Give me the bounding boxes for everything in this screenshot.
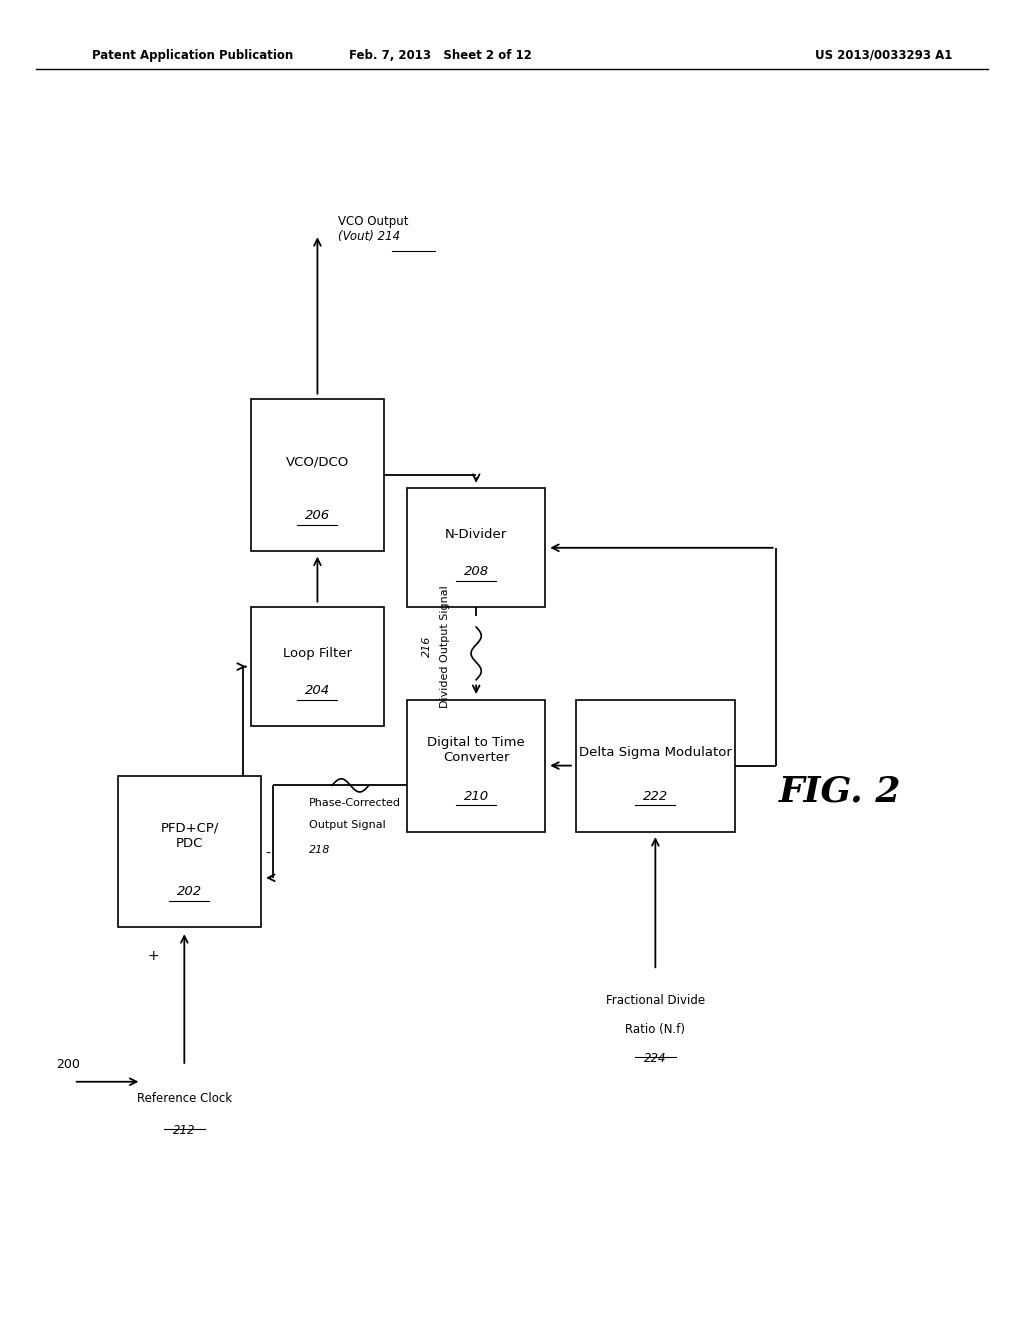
Text: PFD+CP/
PDC: PFD+CP/ PDC bbox=[160, 821, 219, 850]
Text: VCO/DCO: VCO/DCO bbox=[286, 455, 349, 469]
Bar bbox=[408, 700, 545, 832]
Text: 208: 208 bbox=[464, 565, 488, 578]
Text: 206: 206 bbox=[305, 510, 330, 521]
Bar bbox=[408, 488, 545, 607]
Text: 216: 216 bbox=[422, 636, 432, 657]
Text: 210: 210 bbox=[464, 789, 488, 803]
Text: 202: 202 bbox=[177, 886, 202, 898]
Text: 212: 212 bbox=[173, 1123, 196, 1137]
Text: 218: 218 bbox=[309, 845, 331, 855]
Text: +: + bbox=[147, 949, 160, 964]
Text: US 2013/0033293 A1: US 2013/0033293 A1 bbox=[815, 49, 952, 62]
Text: (Vout) 214: (Vout) 214 bbox=[338, 230, 400, 243]
Text: 224: 224 bbox=[644, 1052, 667, 1065]
Text: 204: 204 bbox=[305, 684, 330, 697]
Bar bbox=[251, 607, 384, 726]
Text: Loop Filter: Loop Filter bbox=[283, 647, 352, 660]
Text: VCO Output: VCO Output bbox=[338, 215, 409, 227]
Text: Ratio (N.f): Ratio (N.f) bbox=[626, 1023, 685, 1036]
Text: 200: 200 bbox=[56, 1059, 80, 1072]
Text: Patent Application Publication: Patent Application Publication bbox=[92, 49, 294, 62]
Bar bbox=[575, 700, 735, 832]
Text: N-Divider: N-Divider bbox=[445, 528, 507, 541]
Text: Phase-Corrected: Phase-Corrected bbox=[309, 797, 401, 808]
Bar bbox=[251, 400, 384, 552]
Text: Feb. 7, 2013   Sheet 2 of 12: Feb. 7, 2013 Sheet 2 of 12 bbox=[349, 49, 531, 62]
Text: -: - bbox=[266, 847, 270, 861]
Text: FIG. 2: FIG. 2 bbox=[778, 775, 901, 809]
Text: Delta Sigma Modulator: Delta Sigma Modulator bbox=[579, 746, 732, 759]
Text: Reference Clock: Reference Clock bbox=[137, 1093, 231, 1105]
Text: Divided Output Signal: Divided Output Signal bbox=[440, 586, 451, 708]
Bar bbox=[118, 776, 261, 927]
Text: Digital to Time
Converter: Digital to Time Converter bbox=[427, 735, 525, 764]
Text: Fractional Divide: Fractional Divide bbox=[606, 994, 705, 1007]
Text: 222: 222 bbox=[643, 789, 668, 803]
Text: Output Signal: Output Signal bbox=[309, 820, 386, 830]
